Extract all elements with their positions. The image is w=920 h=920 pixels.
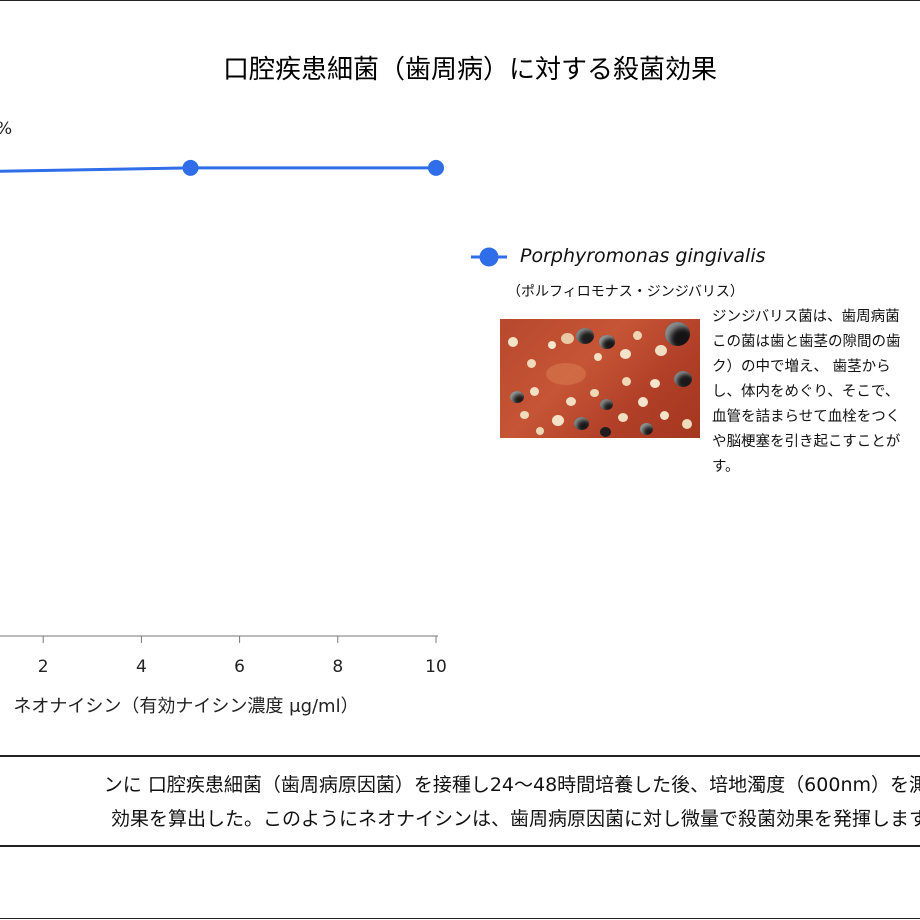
legend-dot-icon	[479, 247, 499, 267]
data-point	[182, 159, 199, 176]
chart-title: 口腔疾患細菌（歯周病）に対する殺菌効果	[223, 55, 717, 85]
bacteria-description: ジンジバリス菌は、歯周病菌 この菌は歯と歯茎の隙間の歯 ク）の中で増え、 歯茎か…	[712, 305, 920, 481]
description-line: ジンジバリス菌は、歯周病菌	[712, 309, 900, 325]
chart-area: 口腔疾患細菌（歯周病）に対する殺菌効果 % 2 4 6 8 10 ネオナイシン（有効ナイ…	[0, 55, 717, 717]
description-line: や脳梗塞を引き起こすことが	[712, 434, 901, 450]
description-line: 血管を詰まらせて血栓をつく	[712, 409, 901, 425]
data-point	[428, 159, 444, 176]
legend-series-name: Porphyromonas gingivalis	[520, 245, 766, 267]
series-line	[0, 166, 436, 173]
legend-katakana: （ポルフィロモナス・ジンジバリス）	[507, 284, 744, 300]
caption-line-2: 効果を算出した。このようにネオナイシンは、歯周病原因菌に対し微量で殺菌効果を発揮…	[110, 808, 920, 830]
description-line: す。	[712, 459, 740, 475]
series-layer	[0, 159, 444, 176]
caption-box: ンに 口腔疾患細菌（歯周病原因菌）を接種し24～48時間培養した後、培地濁度（6…	[0, 755, 920, 847]
description-line: この菌は歯と歯茎の隙間の歯	[712, 334, 901, 350]
bacteria-colony-photo	[500, 319, 700, 438]
caption-line-1: ンに 口腔疾患細菌（歯周病原因菌）を接種し24～48時間培養した後、培地濁度（6…	[103, 774, 920, 796]
description-line: ク）の中で増え、 歯茎から	[712, 359, 891, 375]
top-border	[0, 0, 920, 1]
bottom-border	[0, 918, 920, 919]
x-tick-label: 10	[425, 657, 447, 677]
x-axis-label: ネオナイシン（有効ナイシン濃度 μg/ml）	[13, 696, 358, 717]
x-tick-label: 6	[234, 657, 245, 677]
x-axis-ticks: 2 4 6 8 10	[38, 636, 447, 677]
legend-marker	[471, 247, 507, 267]
x-tick-label: 2	[38, 657, 49, 677]
y-unit-label: %	[0, 119, 12, 139]
x-tick-label: 4	[136, 657, 147, 677]
x-tick-label: 8	[332, 657, 343, 677]
description-line: し、体内をめぐり、そこで、	[712, 384, 900, 400]
